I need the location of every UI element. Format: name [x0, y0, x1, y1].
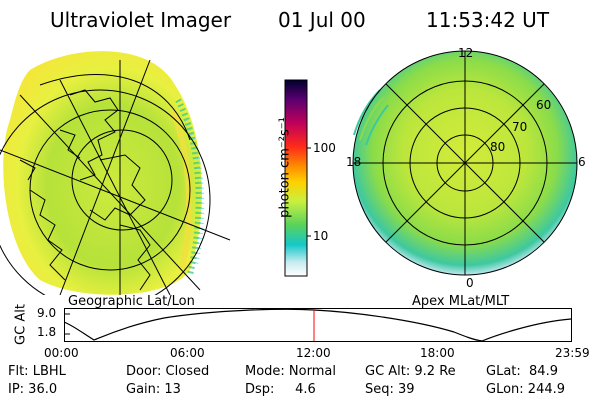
status-gain: Gain: 13 [126, 382, 181, 397]
altitude-ytick-min: 1.8 [37, 325, 57, 339]
mlt-label-midnight: 0 [466, 276, 474, 290]
altitude-ytick-max: 9.0 [37, 306, 57, 320]
colorbar [284, 79, 311, 277]
app-title: Ultraviolet Imager [50, 8, 232, 32]
mlt-label-dusk: 18 [346, 155, 362, 169]
altitude-ylabel: GC Alt [13, 304, 29, 345]
colorbar-tick-10: 10 [313, 229, 329, 243]
apex-polar-panel [352, 50, 578, 276]
colorbar-tick-100: 100 [313, 141, 336, 155]
xtick-12: 12:00 [296, 346, 331, 360]
status-door: Door: Closed [126, 364, 210, 379]
xtick-00: 00:00 [44, 346, 79, 360]
status-ip: IP: 36.0 [8, 382, 58, 397]
status-seq: Seq: 39 [365, 382, 415, 397]
mlat-label-80: 80 [490, 140, 506, 154]
apex-caption: Apex MLat/MLT [412, 294, 510, 309]
status-glon: GLon: 244.9 [486, 382, 566, 397]
mlat-label-70: 70 [512, 120, 528, 134]
mlat-label-60: 60 [536, 98, 552, 112]
geographic-image-panel [0, 51, 231, 295]
colorbar-gradient [284, 79, 308, 277]
status-gc-altitude: GC Alt: 9.2 Re [365, 364, 456, 379]
auroral-emission [3, 51, 202, 295]
xtick-18: 18:00 [420, 346, 455, 360]
colorbar-unit-label: photon cm⁻²s⁻¹ [277, 117, 293, 218]
image-date: 01 Jul 00 [278, 8, 366, 32]
altitude-plot [64, 308, 572, 342]
status-filter: Flt: LBHL [8, 364, 66, 379]
altitude-curve [64, 308, 572, 342]
status-mode: Mode: Normal [245, 364, 336, 379]
xtick-2359: 23:59 [555, 346, 590, 360]
image-time: 11:53:42 UT [426, 8, 550, 32]
status-dsp: Dsp: 4.6 [245, 382, 316, 397]
geographic-caption: Geographic Lat/Lon [68, 294, 195, 309]
mlt-label-dawn: 6 [578, 155, 586, 169]
status-glat: GLat: 84.9 [486, 364, 558, 379]
mlt-label-noon: 12 [458, 46, 474, 60]
xtick-06: 06:00 [170, 346, 205, 360]
